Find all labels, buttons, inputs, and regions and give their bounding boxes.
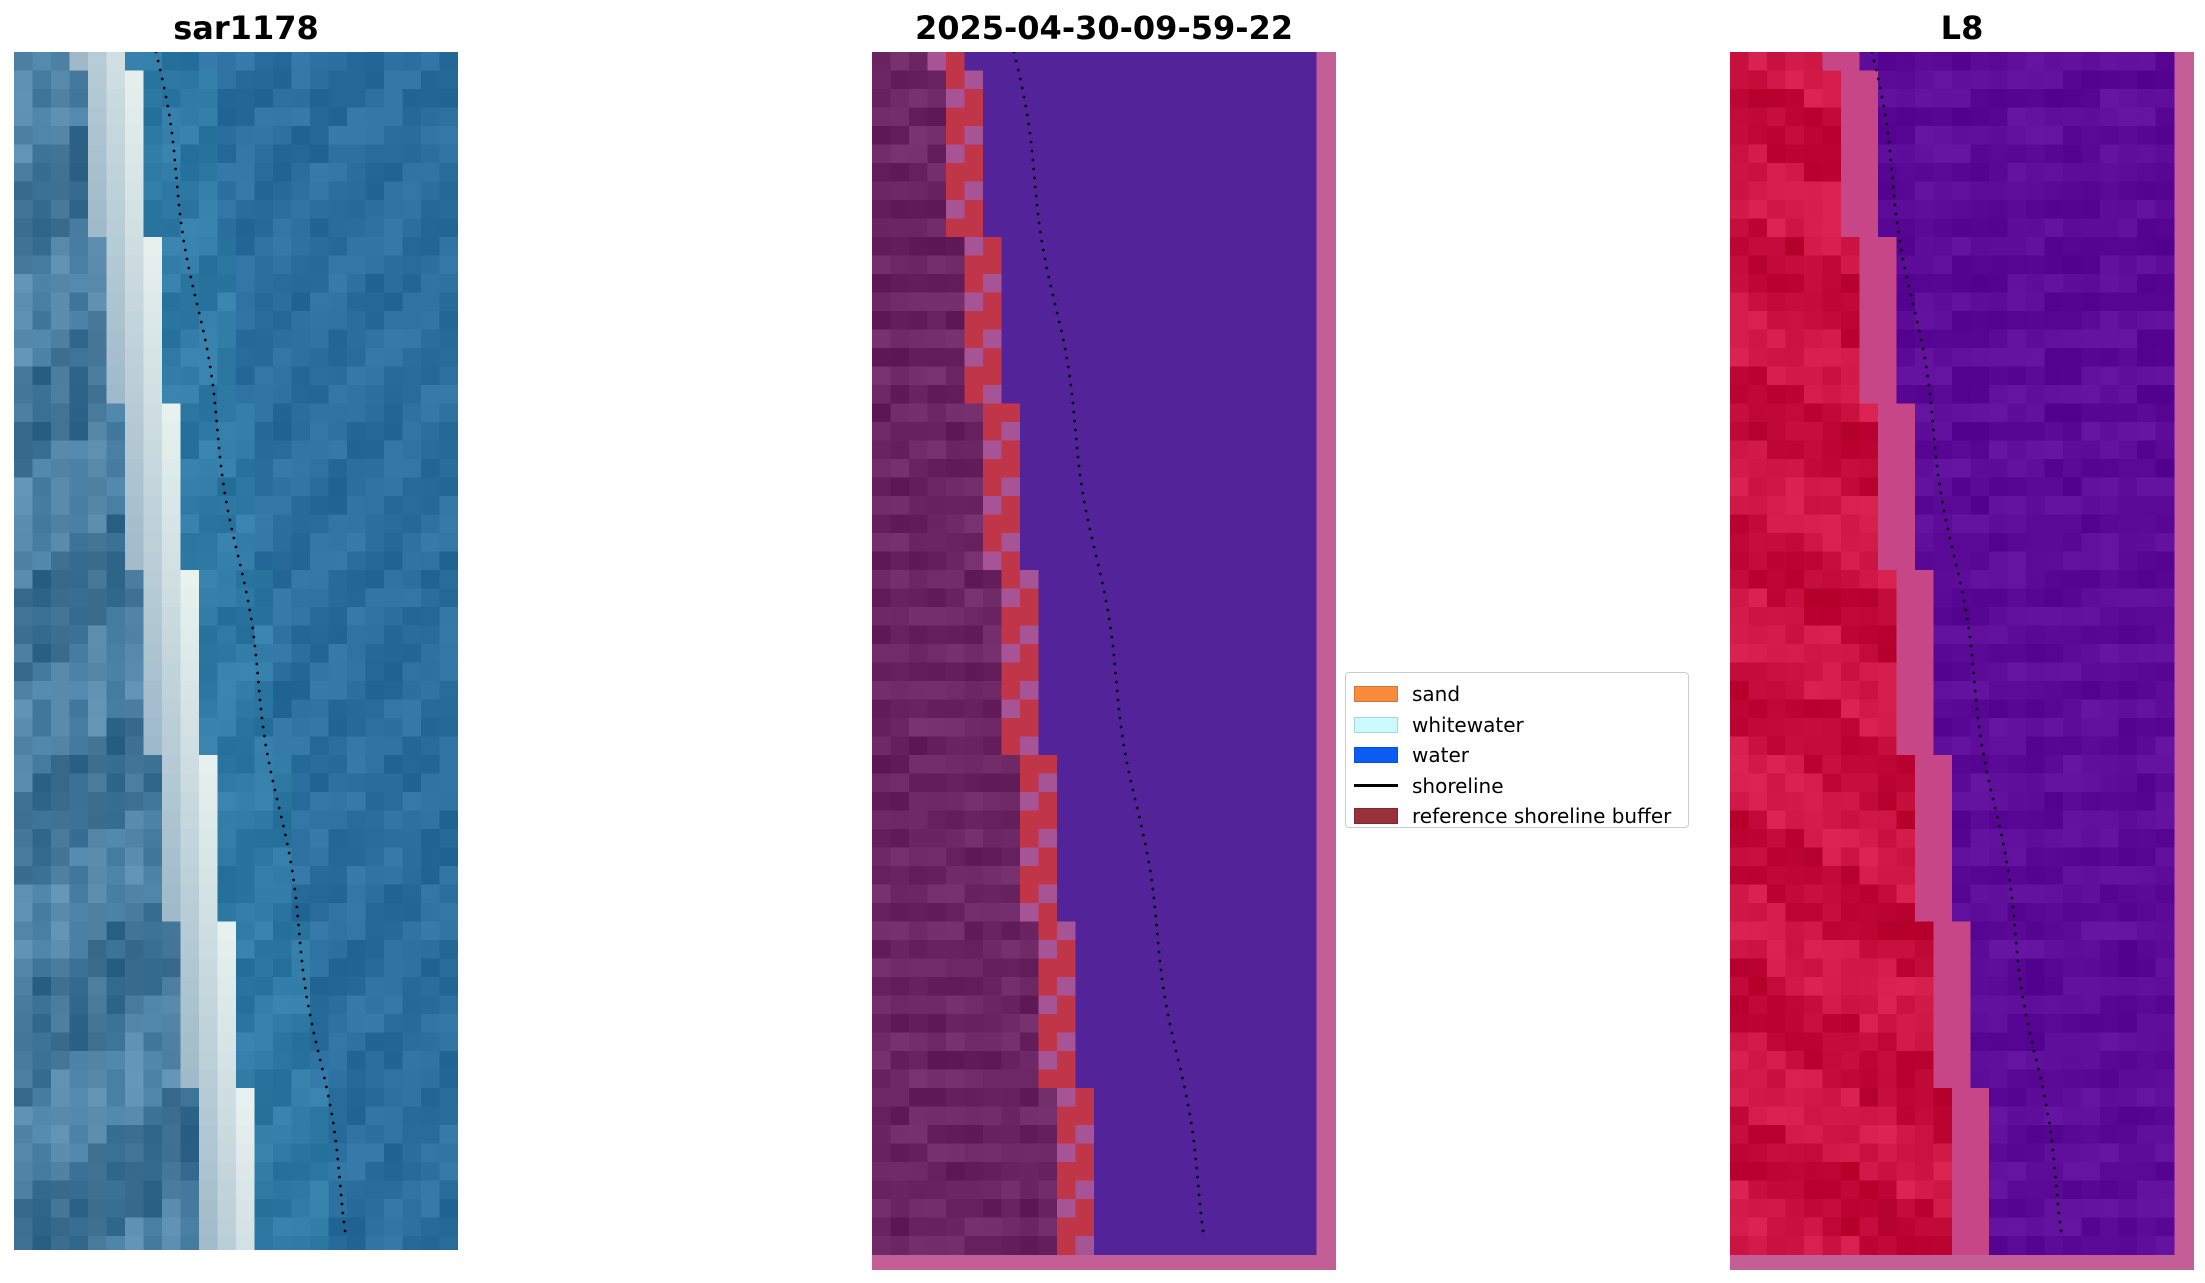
legend-item-water: water (1346, 740, 1688, 771)
legend-label-sand: sand (1412, 682, 1461, 707)
legend-swatch-sand (1354, 686, 1398, 703)
l8-index-image (1730, 52, 2194, 1270)
rgb-image-panel (14, 52, 458, 1250)
classification-image (872, 52, 1336, 1270)
legend: sand whitewater water shoreline referenc… (1345, 672, 1689, 828)
legend-item-reference-buffer: reference shoreline buffer (1346, 801, 1688, 832)
classification-panel (872, 52, 1336, 1270)
panel-title-rgb: sar1178 (173, 9, 319, 47)
rgb-satellite-image (14, 52, 458, 1250)
legend-item-sand: sand (1346, 679, 1688, 710)
panel-title-l8: L8 (1940, 9, 1984, 47)
legend-swatch-reference-buffer (1354, 808, 1398, 825)
legend-label-reference-buffer: reference shoreline buffer (1412, 804, 1672, 829)
legend-item-whitewater: whitewater (1346, 710, 1688, 741)
l8-image-panel (1730, 52, 2194, 1270)
panel-title-classification: 2025-04-30-09-59-22 (914, 9, 1294, 47)
legend-label-shoreline: shoreline (1412, 773, 1504, 798)
legend-item-shoreline: shoreline (1346, 771, 1688, 802)
legend-line-shoreline (1354, 784, 1398, 788)
legend-swatch-water (1354, 747, 1398, 764)
legend-swatch-whitewater (1354, 716, 1398, 733)
legend-label-water: water (1412, 743, 1469, 768)
legend-label-whitewater: whitewater (1412, 712, 1524, 737)
